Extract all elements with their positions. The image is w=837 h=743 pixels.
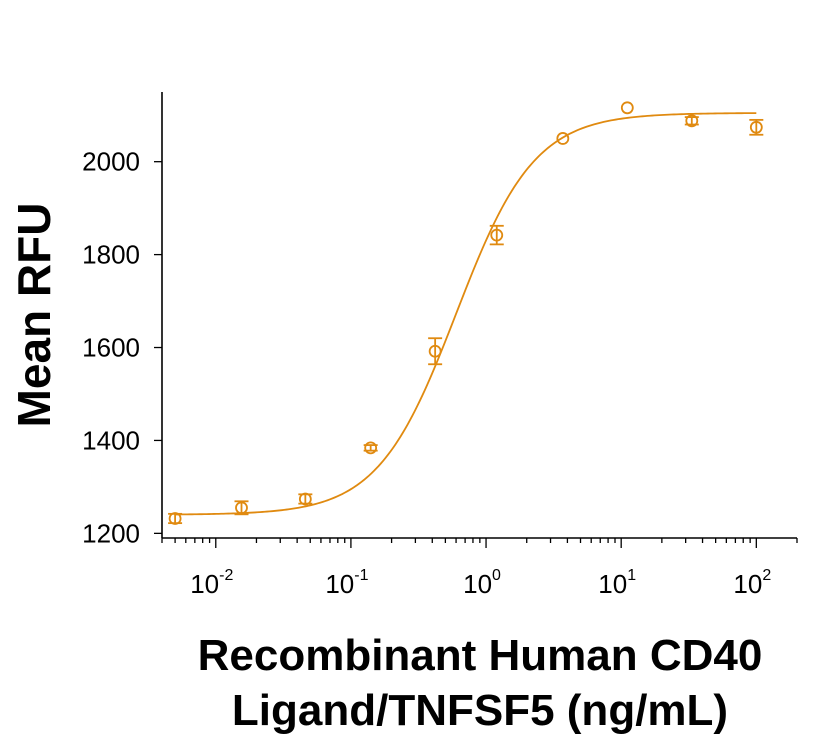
data-point-marker bbox=[428, 344, 442, 358]
x-tick-label: 101 bbox=[598, 567, 636, 599]
data-point-marker bbox=[235, 501, 248, 515]
data-point-marker bbox=[298, 492, 312, 506]
data-point bbox=[363, 441, 378, 455]
data-point bbox=[428, 337, 443, 366]
y-tick-label: 1200 bbox=[82, 518, 140, 548]
y-tick-label: 1400 bbox=[82, 425, 140, 455]
axes bbox=[161, 92, 797, 539]
data-point bbox=[556, 132, 570, 145]
data-point-marker bbox=[749, 120, 763, 134]
x-tick-label: 102 bbox=[733, 567, 771, 599]
data-point bbox=[684, 114, 699, 128]
x-axis-label-line-2: Ligand/TNFSF5 (ng/mL) bbox=[232, 686, 728, 735]
data-point bbox=[298, 492, 313, 506]
data-point-marker bbox=[490, 228, 504, 242]
data-point bbox=[749, 118, 764, 136]
x-tick-label: 100 bbox=[463, 567, 501, 599]
y-tick-label: 2000 bbox=[82, 147, 140, 177]
data-point bbox=[620, 101, 634, 115]
y-axis-ticks: 1200 1400 1600 1800 2000 bbox=[82, 147, 162, 548]
data-point-marker bbox=[620, 101, 634, 115]
data-points bbox=[168, 101, 764, 525]
data-point-marker bbox=[364, 441, 378, 455]
y-tick-label: 1600 bbox=[82, 333, 140, 363]
x-axis-ticks: 10-2 10-1 100 101 102 bbox=[161, 538, 798, 599]
x-axis-label-line-1: Recombinant Human CD40 bbox=[198, 631, 763, 680]
y-tick-label: 1800 bbox=[82, 240, 140, 270]
data-point bbox=[168, 512, 183, 525]
data-point-marker bbox=[556, 132, 570, 145]
data-point-marker bbox=[168, 512, 182, 525]
x-tick-label: 10-1 bbox=[325, 567, 368, 599]
data-point bbox=[234, 500, 249, 516]
x-tick-label: 10-2 bbox=[190, 567, 233, 599]
data-point-marker bbox=[685, 114, 699, 128]
fit-curve bbox=[175, 112, 757, 516]
data-point bbox=[489, 224, 504, 246]
y-axis-label: Mean RFU bbox=[8, 203, 60, 428]
